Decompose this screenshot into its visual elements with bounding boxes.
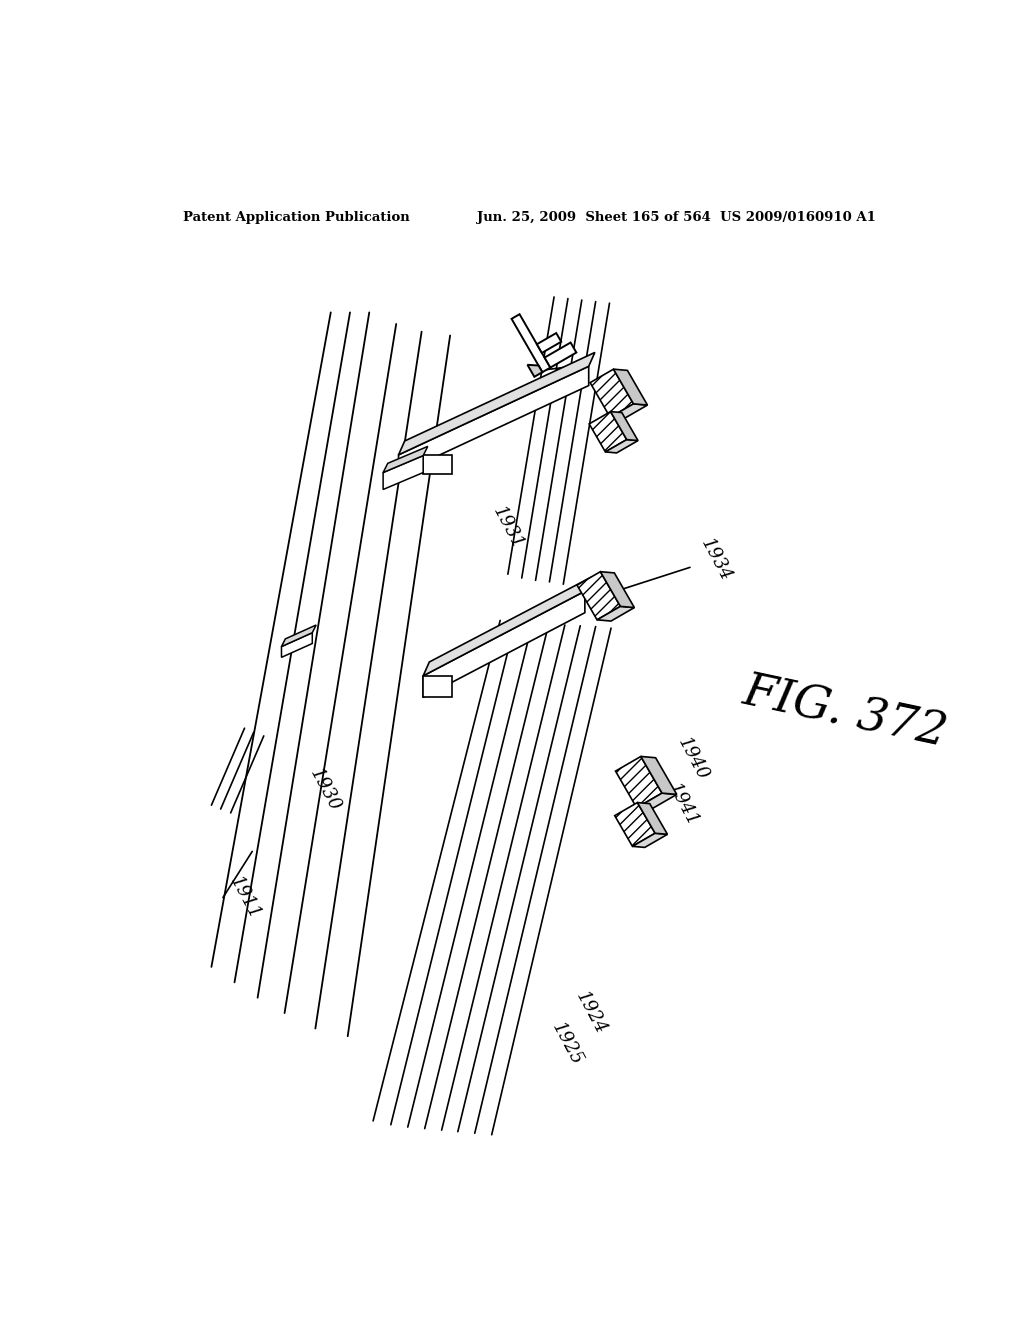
Polygon shape [512, 314, 550, 372]
Text: FIG. 372: FIG. 372 [739, 669, 951, 756]
Polygon shape [610, 412, 638, 441]
Polygon shape [637, 803, 668, 834]
Polygon shape [578, 572, 621, 620]
Polygon shape [597, 606, 634, 620]
Text: 1940: 1940 [674, 734, 712, 784]
Polygon shape [537, 333, 561, 352]
Polygon shape [423, 591, 585, 697]
Polygon shape [589, 412, 627, 451]
Polygon shape [423, 676, 453, 697]
Text: 1941: 1941 [665, 780, 702, 830]
Polygon shape [423, 577, 591, 676]
Text: Jun. 25, 2009  Sheet 165 of 564  US 2009/0160910 A1: Jun. 25, 2009 Sheet 165 of 564 US 2009/0… [477, 211, 876, 224]
Text: 1931: 1931 [489, 503, 526, 553]
Polygon shape [605, 440, 638, 453]
Text: 1924: 1924 [572, 989, 609, 1038]
Polygon shape [600, 572, 634, 607]
Polygon shape [423, 455, 453, 474]
Polygon shape [383, 455, 423, 490]
Polygon shape [633, 833, 668, 847]
Polygon shape [614, 803, 655, 846]
Polygon shape [527, 364, 543, 376]
Polygon shape [613, 370, 647, 405]
Polygon shape [615, 756, 663, 808]
Polygon shape [282, 632, 312, 657]
Polygon shape [398, 367, 589, 474]
Text: 1930: 1930 [306, 766, 343, 814]
Polygon shape [610, 404, 647, 418]
Polygon shape [637, 793, 677, 809]
Polygon shape [398, 352, 595, 455]
Polygon shape [590, 370, 634, 417]
Text: 1911: 1911 [225, 873, 263, 923]
Text: Patent Application Publication: Patent Application Publication [183, 211, 410, 224]
Polygon shape [545, 343, 577, 367]
Text: 1934: 1934 [697, 536, 734, 585]
Polygon shape [641, 756, 677, 795]
Polygon shape [282, 626, 316, 647]
Text: 1925: 1925 [549, 1019, 586, 1068]
Polygon shape [383, 446, 428, 473]
